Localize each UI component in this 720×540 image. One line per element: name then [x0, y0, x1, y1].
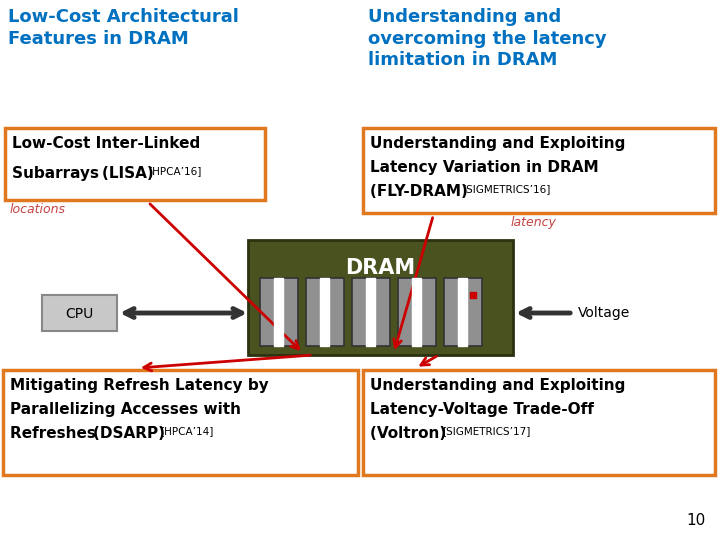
Bar: [274, 278, 283, 346]
Text: [HPCA’14]: [HPCA’14]: [160, 426, 213, 436]
Text: locations: locations: [10, 203, 66, 216]
Bar: [366, 278, 375, 346]
Bar: [413, 278, 420, 346]
FancyBboxPatch shape: [42, 295, 117, 331]
Text: Mitigating Refresh Latency by: Mitigating Refresh Latency by: [10, 378, 269, 393]
FancyBboxPatch shape: [248, 240, 513, 355]
Text: [HPCA’16]: [HPCA’16]: [148, 166, 202, 176]
Text: Understanding and Exploiting: Understanding and Exploiting: [370, 378, 626, 393]
Text: 10: 10: [687, 513, 706, 528]
Text: (FLY-DRAM): (FLY-DRAM): [370, 184, 473, 199]
Text: Refreshes: Refreshes: [10, 426, 101, 441]
Text: Voltage: Voltage: [578, 306, 630, 320]
FancyBboxPatch shape: [352, 278, 390, 346]
Text: Understanding and
overcoming the latency
limitation in DRAM: Understanding and overcoming the latency…: [368, 8, 607, 69]
Text: Latency-Voltage Trade-Off: Latency-Voltage Trade-Off: [370, 402, 594, 417]
Text: (Voltron): (Voltron): [370, 426, 451, 441]
Text: [SIGMETRICS’17]: [SIGMETRICS’17]: [442, 426, 531, 436]
Bar: [459, 278, 467, 346]
Text: DRAM: DRAM: [346, 258, 415, 278]
Text: latency: latency: [511, 216, 557, 229]
FancyBboxPatch shape: [3, 370, 358, 475]
FancyBboxPatch shape: [363, 128, 715, 213]
FancyBboxPatch shape: [5, 128, 265, 200]
Text: Low-Cost Inter-Linked: Low-Cost Inter-Linked: [12, 136, 200, 151]
Text: Understanding and Exploiting: Understanding and Exploiting: [370, 136, 626, 151]
Text: CPU: CPU: [66, 307, 94, 321]
FancyBboxPatch shape: [306, 278, 344, 346]
Text: Latency Variation in DRAM: Latency Variation in DRAM: [370, 160, 598, 175]
Text: (DSARP): (DSARP): [93, 426, 170, 441]
Text: Low-Cost Architectural
Features in DRAM: Low-Cost Architectural Features in DRAM: [8, 8, 239, 48]
Bar: [320, 278, 329, 346]
FancyBboxPatch shape: [260, 278, 298, 346]
Text: Parallelizing Accesses with: Parallelizing Accesses with: [10, 402, 241, 417]
FancyBboxPatch shape: [444, 278, 482, 346]
FancyBboxPatch shape: [398, 278, 436, 346]
FancyBboxPatch shape: [363, 370, 715, 475]
Text: (LISA): (LISA): [102, 166, 159, 181]
Text: [SIGMETRICS’16]: [SIGMETRICS’16]: [462, 184, 550, 194]
Text: Subarrays: Subarrays: [12, 166, 104, 181]
